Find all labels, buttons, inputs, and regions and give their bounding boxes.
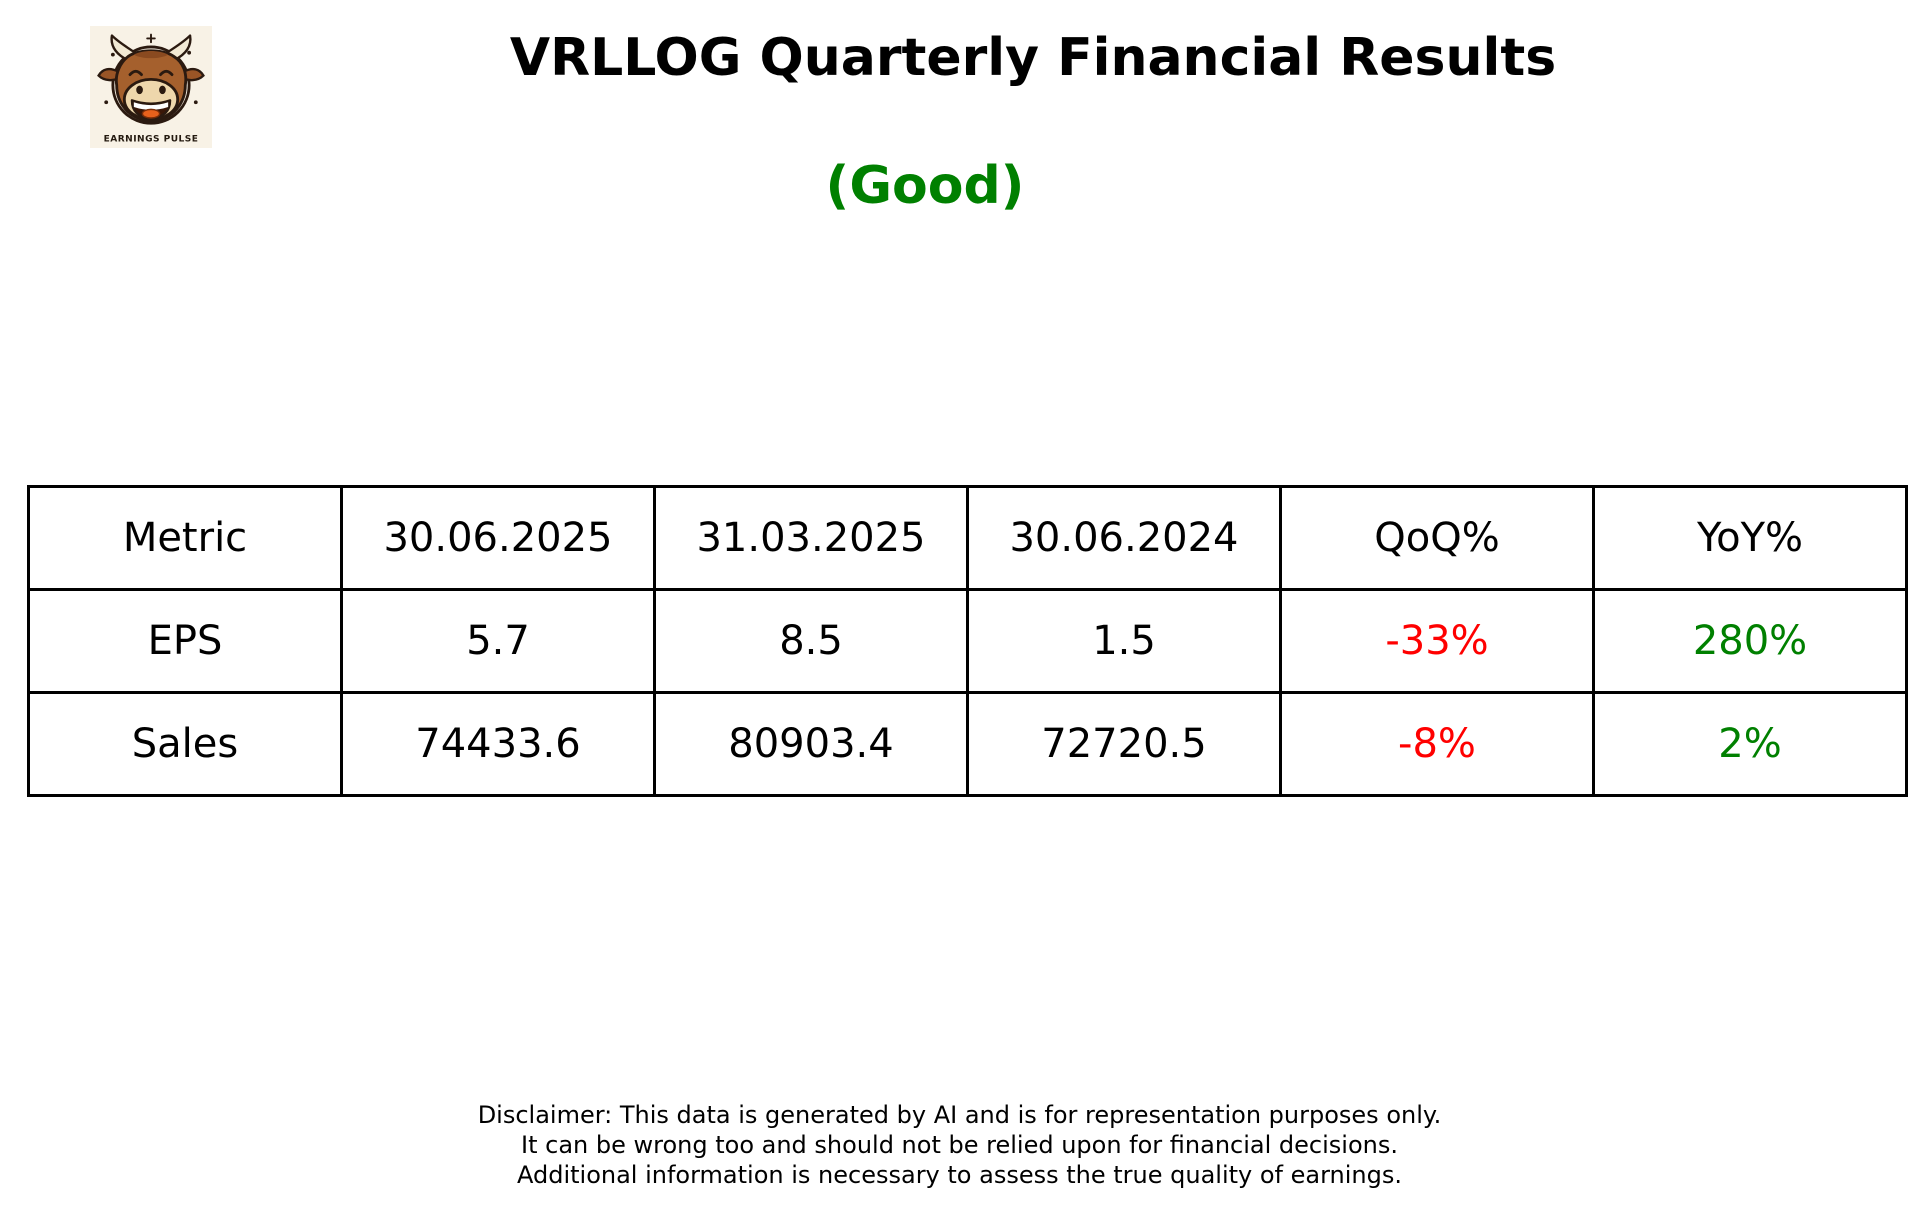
sales-yoy-change: 2% bbox=[1592, 691, 1908, 797]
verdict-subtitle: (Good) bbox=[825, 156, 1025, 216]
eps-metric-label: EPS bbox=[27, 588, 343, 694]
table-row-eps: EPS 5.7 8.5 1.5 -33% 280% bbox=[27, 588, 1908, 694]
eps-value-current: 5.7 bbox=[340, 588, 656, 694]
eps-value-yearago: 1.5 bbox=[966, 588, 1282, 694]
sales-qoq-change: -8% bbox=[1279, 691, 1595, 797]
col-header-metric: Metric bbox=[27, 485, 343, 591]
col-header-qoq: QoQ% bbox=[1279, 485, 1595, 591]
eps-yoy-change: 280% bbox=[1592, 588, 1908, 694]
logo-brand-text: EARNINGS PULSE bbox=[104, 134, 199, 144]
page-title: VRLLOG Quarterly Financial Results bbox=[509, 28, 1557, 88]
sales-value-previous: 80903.4 bbox=[653, 691, 969, 797]
sales-value-current: 74433.6 bbox=[340, 691, 656, 797]
sales-metric-label: Sales bbox=[27, 691, 343, 797]
table-header-row: Metric 30.06.2025 31.03.2025 30.06.2024 … bbox=[27, 485, 1908, 591]
sales-value-yearago: 72720.5 bbox=[966, 691, 1282, 797]
disclaimer: Disclaimer: This data is generated by AI… bbox=[0, 1100, 1919, 1190]
earnings-pulse-logo: EARNINGS PULSE bbox=[88, 26, 214, 148]
disclaimer-line-1: Disclaimer: This data is generated by AI… bbox=[477, 1101, 1442, 1129]
eps-qoq-change: -33% bbox=[1279, 588, 1595, 694]
col-header-q-yearago: 30.06.2024 bbox=[966, 485, 1282, 591]
bull-logo-icon: EARNINGS PULSE bbox=[90, 26, 212, 148]
col-header-q-current: 30.06.2025 bbox=[340, 485, 656, 591]
results-table: Metric 30.06.2025 31.03.2025 30.06.2024 … bbox=[27, 485, 1908, 797]
disclaimer-line-2: It can be wrong too and should not be re… bbox=[521, 1131, 1398, 1159]
table-row-sales: Sales 74433.6 80903.4 72720.5 -8% 2% bbox=[27, 691, 1908, 797]
col-header-yoy: YoY% bbox=[1592, 485, 1908, 591]
eps-value-previous: 8.5 bbox=[653, 588, 969, 694]
results-table-container: Metric 30.06.2025 31.03.2025 30.06.2024 … bbox=[27, 485, 1908, 797]
disclaimer-line-3: Additional information is necessary to a… bbox=[516, 1161, 1402, 1189]
col-header-q-previous: 31.03.2025 bbox=[653, 485, 969, 591]
